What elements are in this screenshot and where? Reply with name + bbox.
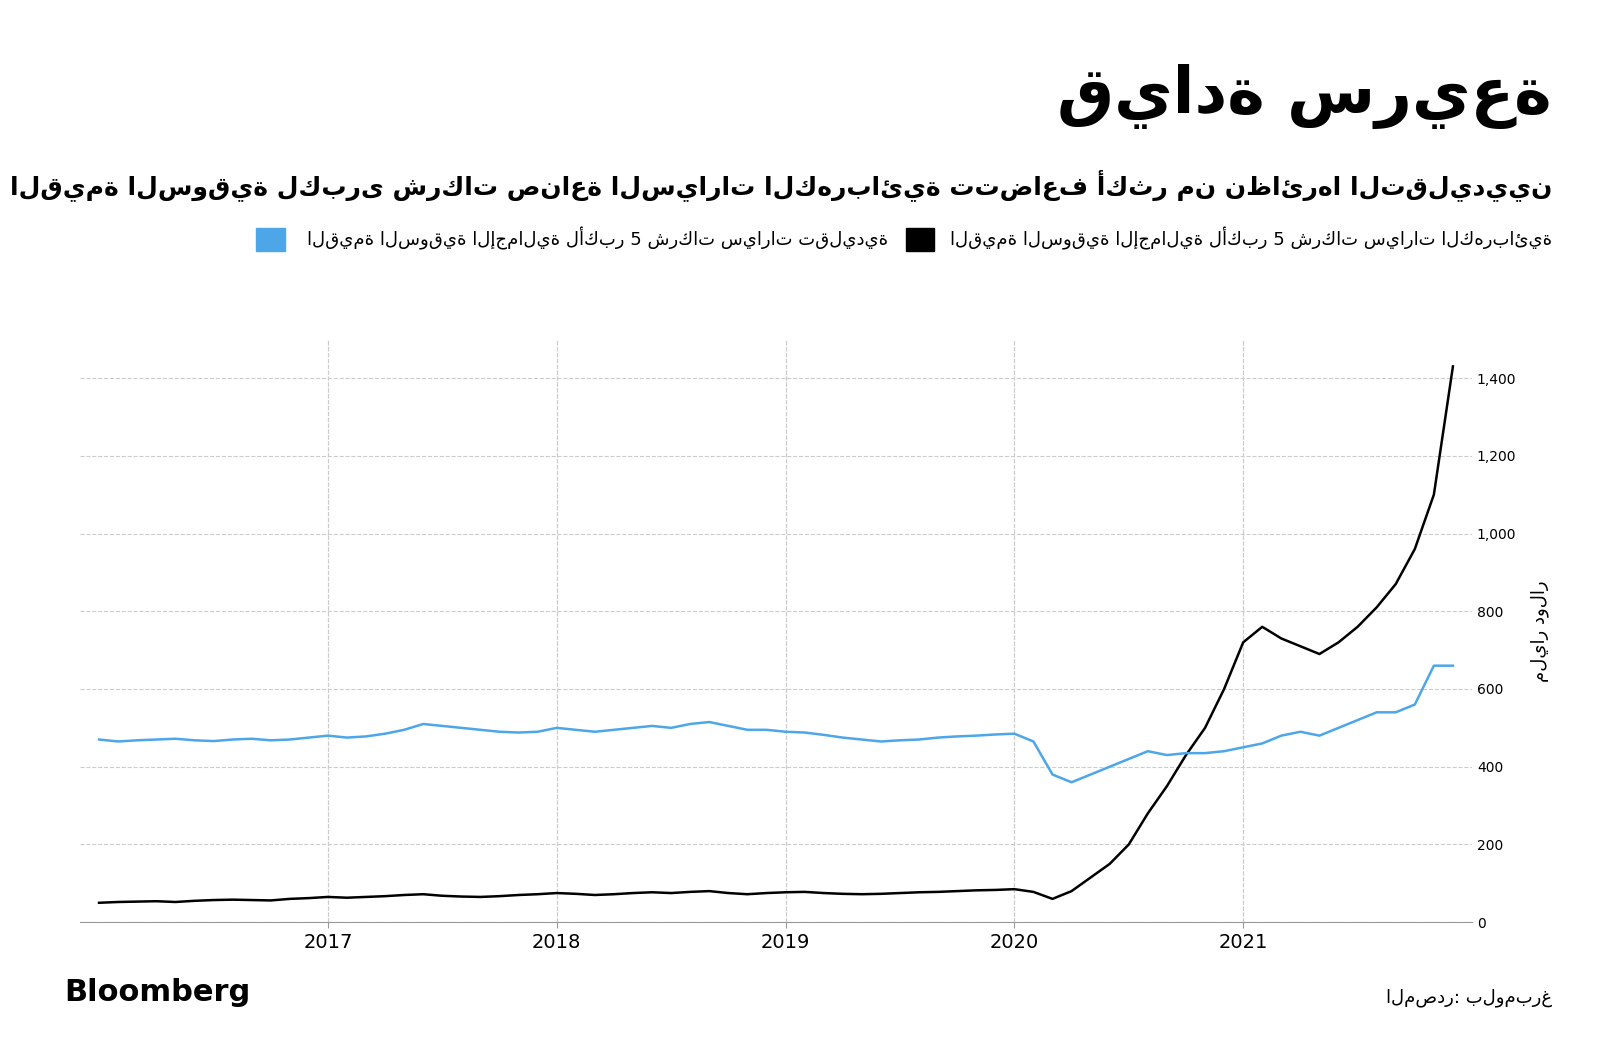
Text: القيمة السوقية لكبرى شركات صناعة السيارات الكهربائية تتضاعف أكثر من نظائرها التق: القيمة السوقية لكبرى شركات صناعة السيارا… bbox=[10, 170, 1552, 201]
Text: Bloomberg: Bloomberg bbox=[64, 978, 250, 1007]
Text: المصدر: بلومبرغ: المصدر: بلومبرغ bbox=[1386, 988, 1552, 1007]
Text: القيمة السوقية الإجمالية لأكبر 5 شركات سيارات الكهربائية: القيمة السوقية الإجمالية لأكبر 5 شركات س… bbox=[950, 227, 1552, 250]
Text: قيادة سريعة: قيادة سريعة bbox=[1058, 64, 1552, 128]
Y-axis label: مليار دولار: مليار دولار bbox=[1530, 580, 1549, 682]
Text: القيمة السوقية الإجمالية لأكبر 5 شركات سيارات تقليدية: القيمة السوقية الإجمالية لأكبر 5 شركات س… bbox=[307, 227, 888, 250]
